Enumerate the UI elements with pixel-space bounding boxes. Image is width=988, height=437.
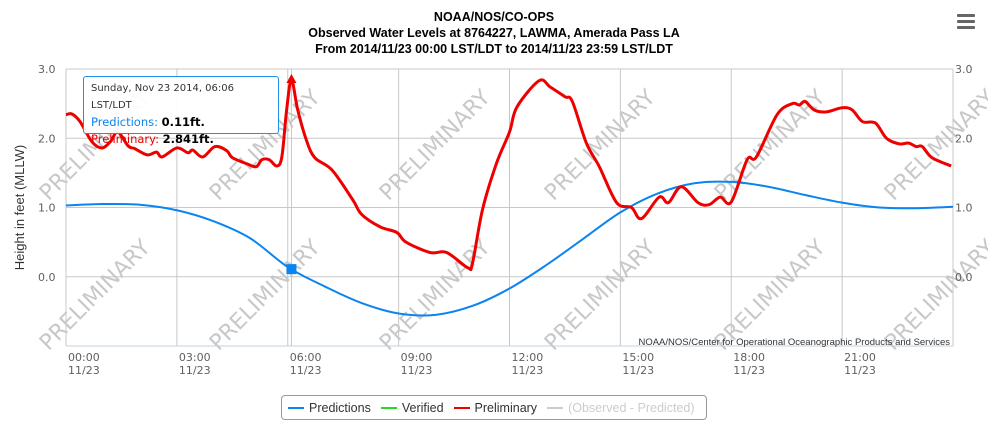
hamburger-menu-icon[interactable] <box>957 14 975 30</box>
credit-text: NOAA/NOS/Center for Operational Oceanogr… <box>638 337 950 348</box>
tooltip: Sunday, Nov 23 2014, 06:06 LST/LDT Predi… <box>83 76 279 146</box>
tooltip-date: Sunday, Nov 23 2014, 06:06 LST/LDT <box>91 83 234 111</box>
watermark: PRELIMINARY <box>205 235 326 356</box>
legend-item-predictions[interactable]: Predictions <box>288 401 371 415</box>
x-tick-date: 11/23 <box>179 364 211 377</box>
x-tick-time: 09:00 <box>401 351 433 364</box>
y-tick-label-right: 1.0 <box>955 202 973 215</box>
watermark: PRELIMINARY <box>35 235 156 356</box>
predictions-line <box>65 180 954 317</box>
legend-item-preliminary[interactable]: Preliminary <box>453 400 538 415</box>
x-tick-date: 11/23 <box>512 364 544 377</box>
x-tick-date: 11/23 <box>68 364 100 377</box>
x-tick-time: 06:00 <box>290 351 322 364</box>
x-tick-time: 00:00 <box>68 351 100 364</box>
legend-item-verified[interactable]: Verified <box>380 400 444 415</box>
legend: Predictions Verified Preliminary (Observ… <box>281 395 707 420</box>
y-tick-label-left: 0.0 <box>38 271 56 284</box>
legend-item-observed-minus-predicted[interactable]: (Observed - Predicted) <box>547 400 695 415</box>
tooltip-prelim-value: 2.841ft. <box>162 132 214 146</box>
x-tick-time: 21:00 <box>844 351 876 364</box>
y-tick-label-right: 2.0 <box>955 132 973 145</box>
tooltip-pred-value: 0.11ft. <box>161 115 205 129</box>
legend-label: Verified <box>401 400 444 415</box>
watermark: PRELIMINARY <box>375 85 496 206</box>
y-tick-label-right: 0.0 <box>955 271 973 284</box>
chart-title: NOAA/NOS/CO-OPS Observed Water Levels at… <box>0 9 988 57</box>
tooltip-pred-label: Predictions: <box>91 115 158 129</box>
preliminary-line <box>65 78 952 272</box>
x-tick-time: 18:00 <box>733 351 765 364</box>
y-tick-label-left: 2.0 <box>38 132 56 145</box>
subtitle-range: From 2014/11/23 00:00 LST/LDT to 2014/11… <box>315 42 673 56</box>
x-tick-date: 11/23 <box>622 364 654 377</box>
y-tick-label-left: 1.0 <box>38 202 56 215</box>
x-tick-date: 11/23 <box>733 364 765 377</box>
y-tick-label-left: 3.0 <box>38 63 56 76</box>
x-tick-date: 11/23 <box>844 364 876 377</box>
x-tick-time: 15:00 <box>622 351 654 364</box>
y-axis-title: Height in feet (MLLW) <box>12 145 27 270</box>
preliminary-marker <box>286 74 297 84</box>
subtitle-station: Observed Water Levels at 8764227, LAWMA,… <box>308 26 680 40</box>
title: NOAA/NOS/CO-OPS <box>433 10 555 24</box>
x-tick-date: 11/23 <box>401 364 433 377</box>
y-tick-label-right: 3.0 <box>955 63 973 76</box>
tooltip-prelim-label: Preliminary: <box>91 132 159 146</box>
watermark: PRELIMINARY <box>540 85 661 206</box>
x-tick-time: 12:00 <box>512 351 544 364</box>
predictions-marker <box>286 264 297 275</box>
x-tick-date: 11/23 <box>290 364 322 377</box>
x-tick-time: 03:00 <box>179 351 211 364</box>
legend-label: (Observed - Predicted) <box>568 400 695 415</box>
legend-label: Preliminary <box>474 400 538 415</box>
legend-label: Predictions <box>309 400 371 415</box>
